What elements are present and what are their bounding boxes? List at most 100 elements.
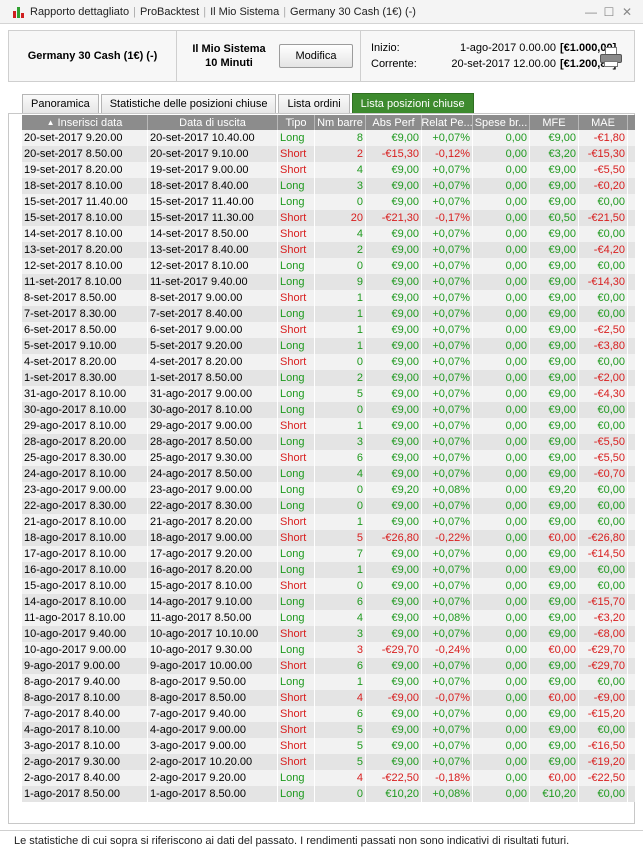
column-header-type[interactable]: Tipo <box>278 115 315 130</box>
cell-bars: 7 <box>315 546 366 562</box>
table-row[interactable]: 11-ago-2017 8.10.00 11-ago-2017 8.50.00 Lo… <box>22 610 635 626</box>
table-row[interactable]: 15-set-2017 8.10.00 15-set-2017 11.30.00 S… <box>22 210 635 226</box>
table-row[interactable]: 17-ago-2017 8.10.00 17-ago-2017 9.20.00 Lo… <box>22 546 635 562</box>
column-header-fees[interactable]: Spese br... <box>473 115 530 130</box>
positions-panel: ▲ Inserisci data Data di uscita Tipo Nm b… <box>8 113 635 824</box>
printer-icon[interactable] <box>600 47 622 67</box>
cell-type: Long <box>278 610 315 626</box>
cell-abs-perf: -€15,30 <box>366 146 422 162</box>
tab-order-list[interactable]: Lista ordini <box>278 94 350 113</box>
table-row[interactable]: 22-ago-2017 8.30.00 22-ago-2017 8.30.00 Lo… <box>22 498 635 514</box>
table-row[interactable]: 13-set-2017 8.20.00 13-set-2017 8.40.00 Sh… <box>22 242 635 258</box>
cell-mae: €0,00 <box>579 354 628 370</box>
cell-abs-perf: €9,00 <box>366 658 422 674</box>
maximize-icon[interactable]: ☐ <box>603 4 615 19</box>
cell-bars: 6 <box>315 658 366 674</box>
table-row[interactable]: 12-set-2017 8.10.00 12-set-2017 8.10.00 Lo… <box>22 258 635 274</box>
table-row[interactable]: 16-ago-2017 8.10.00 16-ago-2017 8.20.00 Lo… <box>22 562 635 578</box>
table-row[interactable]: 28-ago-2017 8.20.00 28-ago-2017 8.50.00 Lo… <box>22 434 635 450</box>
cell-entry-date: 28-ago-2017 8.20.00 <box>22 434 148 450</box>
cell-entry-date: 31-ago-2017 8.10.00 <box>22 386 148 402</box>
table-row[interactable]: 11-set-2017 8.10.00 11-set-2017 9.40.00 Lo… <box>22 274 635 290</box>
table-row[interactable]: 20-set-2017 9.20.00 20-set-2017 10.40.00 L… <box>22 130 635 146</box>
table-row[interactable]: 14-ago-2017 8.10.00 14-ago-2017 9.10.00 Lo… <box>22 594 635 610</box>
cell-abs-perf: €9,00 <box>366 498 422 514</box>
table-row[interactable]: 30-ago-2017 8.10.00 30-ago-2017 8.10.00 Lo… <box>22 402 635 418</box>
cell-fees: 0,00 <box>473 466 530 482</box>
cell-mae: €0,00 <box>579 306 628 322</box>
cell-fees: 0,00 <box>473 674 530 690</box>
tab-closed-positions-list[interactable]: Lista posizioni chiuse <box>351 93 474 113</box>
cell-entry-date: 19-set-2017 8.20.00 <box>22 162 148 178</box>
close-icon[interactable]: ✕ <box>621 4 633 19</box>
table-row[interactable]: 4-ago-2017 8.10.00 4-ago-2017 9.00.00 Shor… <box>22 722 635 738</box>
cell-rel-perf: +0,08% <box>422 610 473 626</box>
cell-abs-perf: €9,00 <box>366 626 422 642</box>
table-row[interactable]: 8-ago-2017 8.10.00 8-ago-2017 8.50.00 Shor… <box>22 690 635 706</box>
cell-mae: €0,00 <box>579 402 628 418</box>
table-row[interactable]: 15-ago-2017 8.10.00 15-ago-2017 8.10.00 Sh… <box>22 578 635 594</box>
table-row[interactable]: 8-ago-2017 9.40.00 8-ago-2017 9.50.00 Long… <box>22 674 635 690</box>
minimize-icon[interactable]: — <box>585 4 597 19</box>
crumb-instrument[interactable]: Germany 30 Cash (1€) (-) <box>290 5 416 18</box>
system-info: Il Mio Sistema 10 Minuti Modifica <box>177 31 361 81</box>
table-row[interactable]: 7-ago-2017 8.40.00 7-ago-2017 9.40.00 Shor… <box>22 706 635 722</box>
column-header-entry-date[interactable]: ▲ Inserisci data <box>22 115 148 130</box>
crumb-probacktest[interactable]: ProBacktest <box>139 5 200 18</box>
column-header-bars[interactable]: Nm barre <box>315 115 366 130</box>
cell-entry-date: 3-ago-2017 8.10.00 <box>22 738 148 754</box>
cell-mae: -€2,00 <box>579 370 628 386</box>
column-header-abs-perf[interactable]: Abs Perf <box>366 115 422 130</box>
table-row[interactable]: 29-ago-2017 8.10.00 29-ago-2017 9.00.00 Sh… <box>22 418 635 434</box>
table-row[interactable]: 1-ago-2017 8.50.00 1-ago-2017 8.50.00 Long… <box>22 786 635 802</box>
table-row[interactable]: 6-set-2017 8.50.00 6-set-2017 9.00.00 Shor… <box>22 322 635 338</box>
table-row[interactable]: 25-ago-2017 8.30.00 25-ago-2017 9.30.00 Sh… <box>22 450 635 466</box>
table-row[interactable]: 19-set-2017 8.20.00 19-set-2017 9.00.00 Sh… <box>22 162 635 178</box>
table-row[interactable]: 10-ago-2017 9.00.00 10-ago-2017 9.30.00 Lo… <box>22 642 635 658</box>
cell-mfe: €9,00 <box>530 658 579 674</box>
cell-entry-date: 5-set-2017 9.10.00 <box>22 338 148 354</box>
table-row[interactable]: 1-set-2017 8.30.00 1-set-2017 8.50.00 Long… <box>22 370 635 386</box>
cell-mfe: €9,00 <box>530 162 579 178</box>
column-header-mae[interactable]: MAE <box>579 115 628 130</box>
crumb-report[interactable]: Rapporto dettagliato <box>30 5 130 18</box>
cell-rel-perf: +0,07% <box>422 674 473 690</box>
table-row[interactable]: 2-ago-2017 9.30.00 2-ago-2017 10.20.00 Sho… <box>22 754 635 770</box>
table-row[interactable]: 18-set-2017 8.10.00 18-set-2017 8.40.00 Lo… <box>22 178 635 194</box>
tab-closed-position-stats[interactable]: Statistiche delle posizioni chiuse <box>100 94 277 113</box>
table-row[interactable]: 31-ago-2017 8.10.00 31-ago-2017 9.00.00 Lo… <box>22 386 635 402</box>
column-header-mfe[interactable]: MFE <box>530 115 579 130</box>
table-row[interactable]: 20-set-2017 8.50.00 20-set-2017 9.10.00 Sh… <box>22 146 635 162</box>
table-row[interactable]: 4-set-2017 8.20.00 4-set-2017 8.20.00 Shor… <box>22 354 635 370</box>
tab-overview[interactable]: Panoramica <box>22 94 99 113</box>
cell-type: Short <box>278 530 315 546</box>
cell-mae: -€15,70 <box>579 594 628 610</box>
table-row[interactable]: 15-set-2017 11.40.00 15-set-2017 11.40.00… <box>22 194 635 210</box>
cell-bars: 4 <box>315 226 366 242</box>
table-row[interactable]: 7-set-2017 8.30.00 7-set-2017 8.40.00 Long… <box>22 306 635 322</box>
cell-mfe: €9,20 <box>530 482 579 498</box>
table-row[interactable]: 9-ago-2017 9.00.00 9-ago-2017 10.00.00 Sho… <box>22 658 635 674</box>
cell-mfe: €9,00 <box>530 370 579 386</box>
edit-button[interactable]: Modifica <box>279 44 353 68</box>
table-row[interactable]: 10-ago-2017 9.40.00 10-ago-2017 10.10.00 S… <box>22 626 635 642</box>
cell-mfe: €9,00 <box>530 258 579 274</box>
table-row[interactable]: 14-set-2017 8.10.00 14-set-2017 8.50.00 Sh… <box>22 226 635 242</box>
system-timeframe: 10 Minuti <box>205 57 253 69</box>
cell-exit-date: 3-ago-2017 9.00.00 <box>148 738 278 754</box>
table-row[interactable]: 21-ago-2017 8.10.00 21-ago-2017 8.20.00 Sh… <box>22 514 635 530</box>
table-row[interactable]: 23-ago-2017 9.00.00 23-ago-2017 9.00.00 Lo… <box>22 482 635 498</box>
table-row[interactable]: 2-ago-2017 8.40.00 2-ago-2017 9.20.00 Long… <box>22 770 635 786</box>
table-row[interactable]: 3-ago-2017 8.10.00 3-ago-2017 9.00.00 Shor… <box>22 738 635 754</box>
column-header-exit-date[interactable]: Data di uscita <box>148 115 278 130</box>
table-row[interactable]: 24-ago-2017 8.10.00 24-ago-2017 8.50.00 Lo… <box>22 466 635 482</box>
cell-fees: 0,00 <box>473 434 530 450</box>
cell-bars: 1 <box>315 338 366 354</box>
table-row[interactable]: 18-ago-2017 8.10.00 18-ago-2017 9.00.00 Sh… <box>22 530 635 546</box>
crumb-system[interactable]: Il Mio Sistema <box>210 5 280 18</box>
date-range: Inizio: 1-ago-2017 0.00.00 [€1.000,00] C… <box>361 31 634 81</box>
cell-bars: 2 <box>315 370 366 386</box>
column-header-rel-perf[interactable]: Relat Pe... <box>422 115 473 130</box>
table-row[interactable]: 5-set-2017 9.10.00 5-set-2017 9.20.00 Long… <box>22 338 635 354</box>
table-row[interactable]: 8-set-2017 8.50.00 8-set-2017 9.00.00 Shor… <box>22 290 635 306</box>
